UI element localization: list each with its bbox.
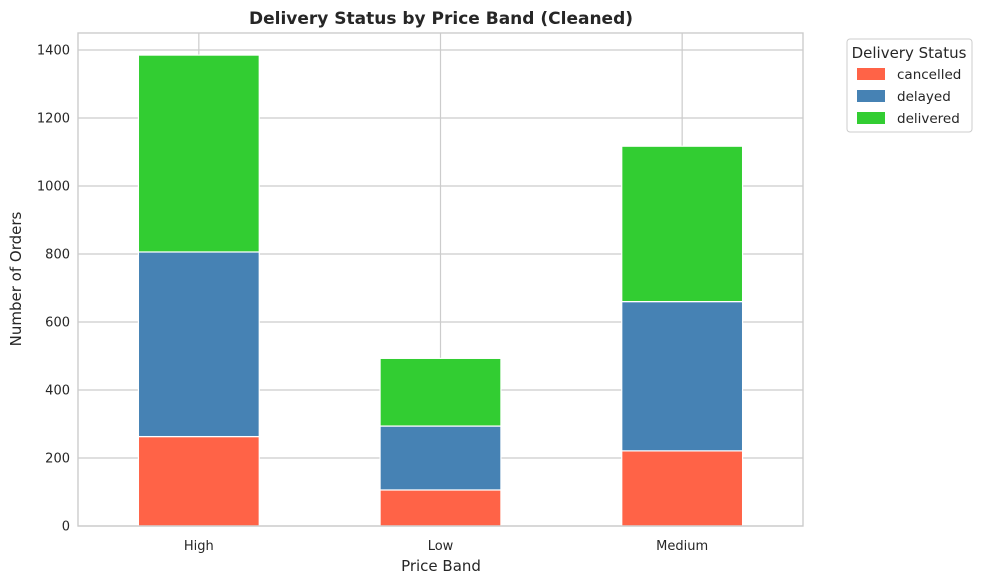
bar-medium-delayed	[621, 301, 744, 452]
legend-swatch-delivered	[857, 112, 885, 124]
bar-low-cancelled	[379, 489, 502, 527]
legend-box	[846, 38, 973, 133]
x-axis-label: Price Band	[401, 557, 481, 575]
bar-high-delivered	[137, 54, 260, 253]
legend-label-delayed: delayed	[897, 89, 951, 105]
y-axis-label: Number of Orders	[7, 211, 25, 346]
y-tick-label: 800	[45, 248, 70, 263]
plot-frame	[77, 32, 804, 527]
x-axis-ticks: High Low Medium	[184, 539, 708, 554]
legend: Delivery Status cancelled delayed delivere…	[846, 38, 973, 133]
y-tick-label: 0	[62, 520, 70, 535]
bar-high-cancelled	[137, 435, 260, 527]
y-tick-label: 200	[45, 452, 70, 467]
bar-medium-cancelled	[621, 450, 744, 527]
bar-low-delayed	[379, 425, 502, 491]
y-tick-label: 400	[45, 384, 70, 399]
x-tick-label: Medium	[656, 539, 708, 554]
bars	[137, 54, 744, 527]
y-tick-label: 1200	[37, 112, 70, 127]
legend-title: Delivery Status	[852, 44, 967, 62]
chart-title: Delivery Status by Price Band (Cleaned)	[249, 9, 633, 29]
y-tick-label: 1000	[37, 180, 70, 195]
legend-swatch-cancelled	[857, 68, 885, 80]
y-tick-label: 1400	[37, 44, 70, 59]
bar-medium-delivered	[621, 145, 744, 303]
legend-label-cancelled: cancelled	[897, 67, 961, 83]
bar-low-delivered	[379, 357, 502, 427]
x-tick-label: High	[184, 539, 214, 554]
y-axis-ticks: 0 200 400 600 800 1000 1200 1400	[37, 44, 70, 535]
legend-label-delivered: delivered	[897, 111, 960, 127]
legend-swatch-delayed	[857, 90, 885, 102]
bar-high-delayed	[137, 251, 260, 438]
x-tick-label: Low	[428, 539, 454, 554]
y-tick-label: 600	[45, 316, 70, 331]
